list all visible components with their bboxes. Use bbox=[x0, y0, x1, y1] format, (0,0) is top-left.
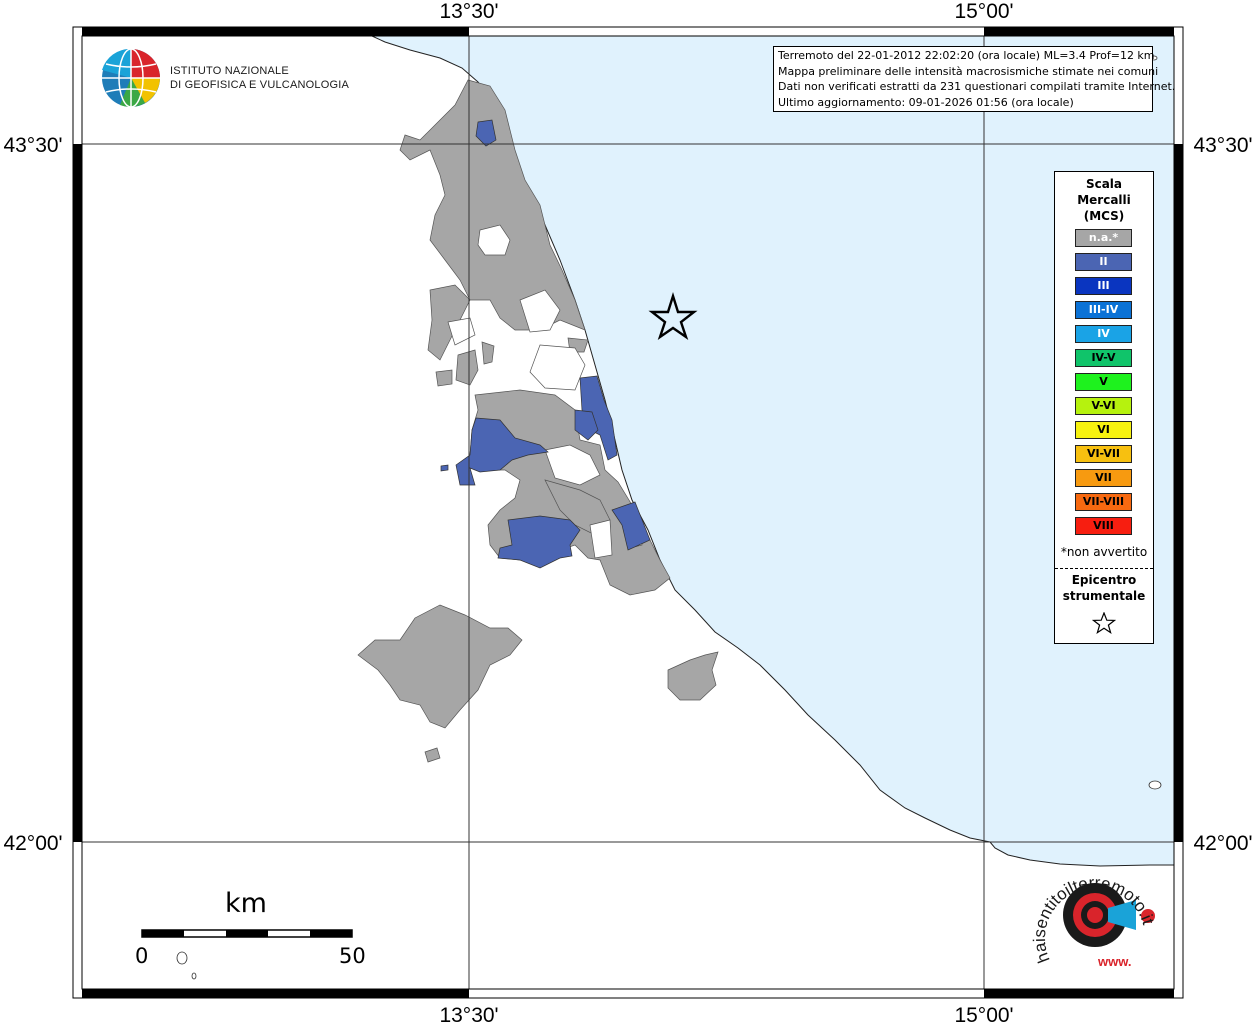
municipalities-no-data bbox=[447, 224, 643, 559]
municipalities-intensity-II bbox=[440, 119, 651, 569]
coord-left-4200: 42°00' bbox=[3, 832, 62, 855]
scale-max-label: 50 bbox=[339, 944, 366, 968]
legend-items: n.a.* II III III-IV IV IV-V V V-VI VI VI-VII VII VI… bbox=[1075, 229, 1132, 541]
legend-title-line-1: Scala bbox=[1085, 177, 1123, 191]
haisentito-logo-icon bbox=[1063, 883, 1155, 947]
watermark-url: www. bbox=[1097, 954, 1131, 969]
legend-epicenter-line-2: strumentale bbox=[1062, 589, 1146, 603]
legend-item: n.a.* bbox=[1075, 229, 1132, 247]
graticule bbox=[82, 36, 1174, 989]
legend-separator bbox=[1055, 568, 1153, 569]
institute-line-1: ISTITUTO NAZIONALE bbox=[170, 65, 289, 77]
legend-item: II bbox=[1075, 253, 1132, 271]
legend-item: III bbox=[1075, 277, 1132, 295]
legend-star-icon bbox=[1092, 612, 1116, 634]
info-line-3: Dati non verificati estratti da 231 ques… bbox=[778, 80, 1176, 93]
legend-epicenter-label: Epicentro strumentale bbox=[1055, 572, 1153, 604]
legend-title-line-3: (MCS) bbox=[1083, 209, 1125, 223]
coord-top-1500: 15°00' bbox=[954, 0, 1013, 23]
legend-item: VI-VII bbox=[1075, 445, 1132, 463]
epicenter-star-icon bbox=[648, 291, 698, 341]
coord-top-1330: 13°30' bbox=[439, 0, 498, 23]
legend-item: VIII bbox=[1075, 517, 1132, 535]
legend-item: V-VI bbox=[1075, 397, 1132, 415]
legend-item: IV bbox=[1075, 325, 1132, 343]
coord-right-4200: 42°00' bbox=[1193, 832, 1252, 855]
info-line-4: Ultimo aggiornamento: 09-01-2026 01:56 (… bbox=[778, 95, 1074, 109]
info-line-2: Mappa preliminare delle intensità macros… bbox=[778, 64, 1159, 78]
map-frame bbox=[72, 26, 1184, 999]
coord-left-4330: 43°30' bbox=[3, 134, 62, 157]
coord-bottom-1500: 15°00' bbox=[954, 1004, 1013, 1024]
legend-item: VII-VIII bbox=[1075, 493, 1132, 511]
institute-line-2: DI GEOFISICA E VULCANOLOGIA bbox=[170, 79, 349, 91]
legend-note: *non avvertito bbox=[1060, 545, 1148, 559]
coord-bottom-1330: 13°30' bbox=[439, 1004, 498, 1024]
legend-title-line-2: Mercalli bbox=[1077, 193, 1131, 207]
legend-epicenter-line-1: Epicentro bbox=[1071, 573, 1137, 587]
scale-min-label: 0 bbox=[135, 944, 149, 968]
legend-item: VII bbox=[1075, 469, 1132, 487]
scale-bar bbox=[141, 929, 353, 938]
mcs-legend: Scala Mercalli (MCS) n.a.* II III III-IV IV I… bbox=[1054, 171, 1154, 644]
coord-right-4330: 43°30' bbox=[1193, 134, 1252, 157]
scale-unit: km bbox=[225, 888, 267, 919]
legend-item: V bbox=[1075, 373, 1132, 391]
legend-item: VI bbox=[1075, 421, 1132, 439]
legend-item: IV-V bbox=[1075, 349, 1132, 367]
info-box: Terremoto del 22-01-2012 22:02:20 (ora l… bbox=[773, 46, 1176, 112]
ingv-logo-icon bbox=[102, 48, 160, 108]
institute-name: ISTITUTO NAZIONALE DI GEOFISICA E VULCAN… bbox=[170, 64, 349, 92]
info-line-1: Terremoto del 22-01-2012 22:02:20 (ora l… bbox=[778, 49, 1155, 62]
legend-title: Scala Mercalli (MCS) bbox=[1055, 176, 1153, 224]
legend-item: III-IV bbox=[1075, 301, 1132, 319]
